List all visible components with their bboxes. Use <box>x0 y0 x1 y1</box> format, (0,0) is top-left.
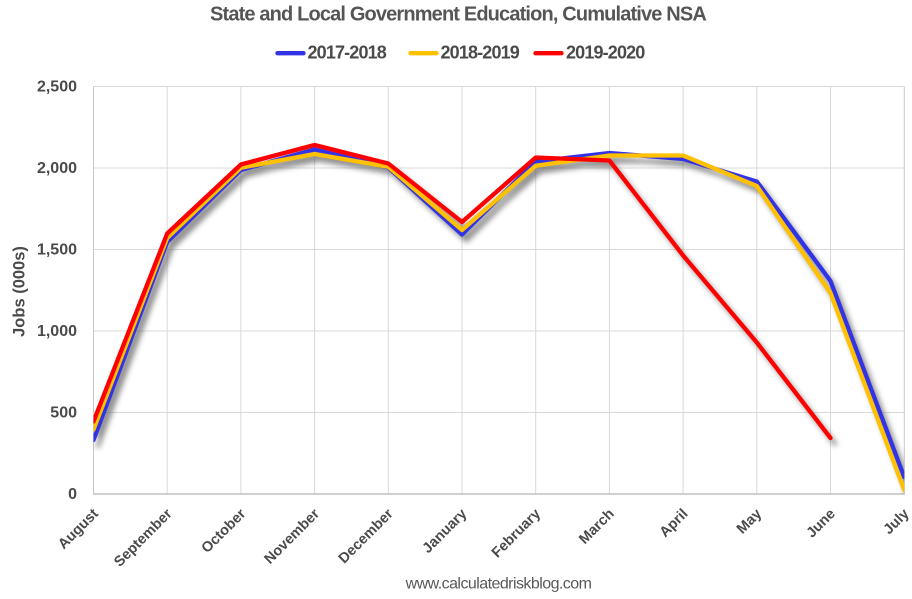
svg-text:March: March <box>576 506 618 548</box>
svg-text:July: July <box>881 506 912 538</box>
svg-text:February: February <box>489 506 544 561</box>
svg-text:www.calculatedriskblog.com: www.calculatedriskblog.com <box>405 576 592 593</box>
svg-text:October: October <box>199 506 250 557</box>
svg-text:2,500: 2,500 <box>37 78 77 95</box>
svg-text:September: September <box>111 506 176 571</box>
svg-text:0: 0 <box>68 486 77 503</box>
svg-text:State and Local Government Edu: State and Local Government Education, Cu… <box>210 4 706 26</box>
svg-text:June: June <box>804 506 839 541</box>
svg-text:January: January <box>420 506 471 557</box>
svg-text:August: August <box>55 506 102 553</box>
svg-text:December: December <box>336 506 397 567</box>
svg-text:500: 500 <box>50 404 77 421</box>
svg-text:2019-2020: 2019-2020 <box>566 42 645 62</box>
svg-text:Jobs (000s): Jobs (000s) <box>11 246 29 337</box>
svg-text:1,500: 1,500 <box>37 241 77 258</box>
svg-text:April: April <box>657 506 692 541</box>
svg-text:November: November <box>261 506 323 568</box>
svg-text:2,000: 2,000 <box>37 160 77 177</box>
svg-text:May: May <box>734 506 765 537</box>
svg-text:1,000: 1,000 <box>37 323 77 340</box>
svg-text:2017-2018: 2017-2018 <box>308 42 387 62</box>
svg-text:2018-2019: 2018-2019 <box>441 42 520 62</box>
